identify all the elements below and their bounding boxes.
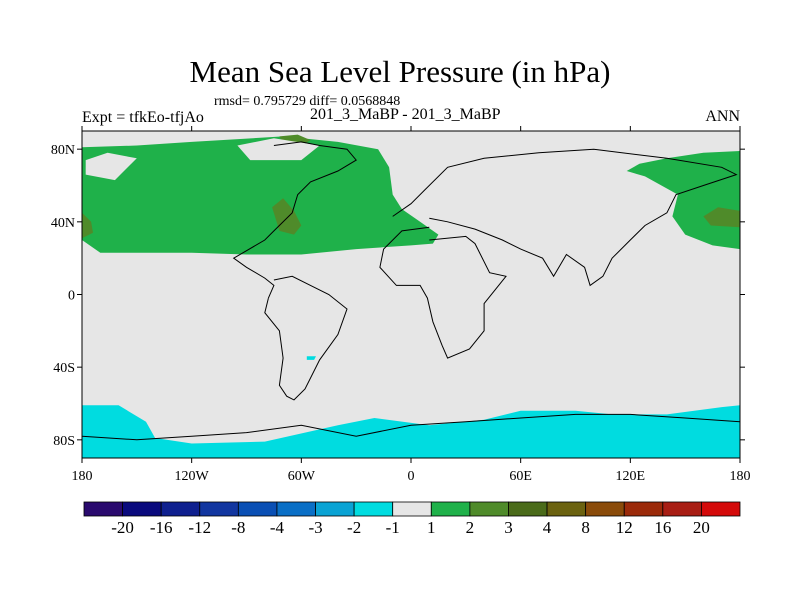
colorbar-label: -20 — [111, 518, 134, 537]
small-negative-patch — [306, 356, 316, 360]
colorbar-label: 2 — [466, 518, 475, 537]
arctic-void-east — [383, 145, 457, 168]
colorbar-box — [546, 501, 587, 517]
colorbar-box — [662, 501, 702, 517]
colorbar-box — [508, 501, 548, 517]
y-tick-label: 40N — [51, 216, 75, 231]
colorbar-label: -16 — [150, 518, 173, 537]
colorbar-box — [237, 501, 278, 517]
colorbar-box — [585, 501, 625, 517]
colorbar: -20 -16 -12 -8 -4 -3 -2 -1 1 2 3 4 8 12 16 20 — [83, 501, 741, 537]
colorbar-label: 12 — [616, 518, 633, 537]
x-tick-label: 60E — [509, 469, 532, 484]
x-tick-label: 120W — [175, 469, 210, 484]
coast-north-america — [232, 141, 357, 299]
pacific-high-east — [703, 207, 740, 228]
colorbar-label: -3 — [308, 518, 322, 537]
colorbar-box — [315, 501, 355, 517]
x-tick-label: 0 — [408, 469, 415, 484]
map-axes: 180 120W 60W 0 60E 120E 180 80N 40N 0 40S 80S — [51, 126, 751, 484]
coastlines — [82, 141, 740, 441]
colorbar-box — [430, 501, 471, 517]
x-tick-label: 120E — [616, 469, 646, 484]
x-tick-label: 180 — [72, 469, 93, 484]
colorbar-label: 4 — [543, 518, 552, 537]
colorbar-label: 16 — [654, 518, 671, 537]
stats-text: rmsd= 0.795729 diff= 0.0568848 — [214, 94, 401, 109]
arctic-void-central — [237, 138, 320, 161]
colorbar-label: 8 — [581, 518, 590, 537]
colorbar-box — [199, 501, 239, 517]
colorbar-label: -4 — [270, 518, 285, 537]
colorbar-label: -1 — [386, 518, 400, 537]
southern-negative-band — [82, 405, 740, 458]
y-tick-label: 0 — [68, 289, 75, 304]
colorbar-label: 20 — [693, 518, 710, 537]
x-tick-label: 60W — [288, 469, 316, 484]
colorbar-box — [623, 501, 664, 517]
y-tick-label: 40S — [53, 361, 75, 376]
pacific-high-west — [82, 212, 93, 239]
run-label: 201_3_MaBP - 201_3_MaBP — [310, 106, 501, 123]
coast-eurasia — [392, 148, 738, 287]
colorbar-label: -8 — [231, 518, 245, 537]
colorbar-box — [122, 501, 162, 517]
colorbar-label: 1 — [427, 518, 436, 537]
colorbar-box — [469, 501, 509, 517]
colorbar-box — [83, 501, 123, 517]
season-label: ANN — [705, 108, 740, 125]
colorbar-box — [701, 501, 741, 517]
colorbar-label: 3 — [504, 518, 513, 537]
colorbar-box — [353, 501, 394, 517]
colorbar-label: -12 — [188, 518, 211, 537]
colorbar-box — [276, 501, 316, 517]
northern-positive-band — [82, 136, 439, 255]
map-plot-area — [82, 131, 740, 458]
map-title: Mean Sea Level Pressure (in hPa) — [189, 54, 611, 89]
experiment-label: Expt = tfkEo-tfjAo — [82, 109, 204, 126]
colorbar-box — [392, 501, 432, 517]
coast-antarctica-edge — [82, 413, 740, 441]
colorbar-label: -2 — [347, 518, 361, 537]
y-tick-label: 80N — [51, 143, 75, 158]
colorbar-box — [160, 501, 201, 517]
coast-africa — [379, 226, 507, 359]
coast-south-america — [264, 275, 348, 401]
x-tick-label: 180 — [730, 469, 751, 484]
arctic-void-west — [85, 152, 137, 181]
y-tick-label: 80S — [53, 434, 75, 449]
